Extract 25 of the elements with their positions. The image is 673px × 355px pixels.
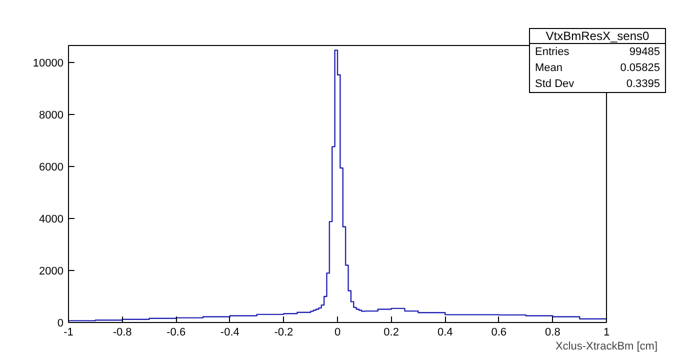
x-tick-label: -1 [64, 326, 74, 338]
y-tick-label: 8000 [39, 109, 64, 122]
annotation: Mean [535, 61, 563, 76]
y-tick-label: 6000 [39, 161, 64, 174]
y-tick-label: 0 [57, 318, 64, 330]
x-tick-label: 0.6 [491, 326, 507, 338]
y-tick-label: 2000 [39, 265, 64, 278]
x-tick-label: -0.6 [166, 326, 186, 338]
x-tick-label: -0.2 [274, 326, 294, 338]
chart-title: VtxBmResX_sens0 [530, 29, 665, 44]
annotation: Entries [535, 45, 570, 60]
y-tick-label: 4000 [39, 213, 64, 226]
x-tick-label: 0.4 [437, 326, 453, 338]
x-tick-label: -0.4 [220, 326, 240, 338]
text: 99485 [629, 45, 660, 60]
x-tick-label: 0 [334, 326, 341, 338]
text: 0.3395 [626, 77, 660, 92]
x-axis-title: Xclus-XtrackBm [cm] [555, 340, 658, 352]
x-tick-label: -0.8 [112, 326, 132, 338]
x-tick-label: 0.2 [384, 326, 399, 338]
x-tick-label: 1 [603, 326, 610, 338]
x-tick-label: 0.8 [545, 326, 560, 338]
y-tick-label: 10000 [32, 57, 64, 70]
annotation: Std Dev [535, 77, 574, 92]
text: 0.05825 [620, 61, 660, 76]
